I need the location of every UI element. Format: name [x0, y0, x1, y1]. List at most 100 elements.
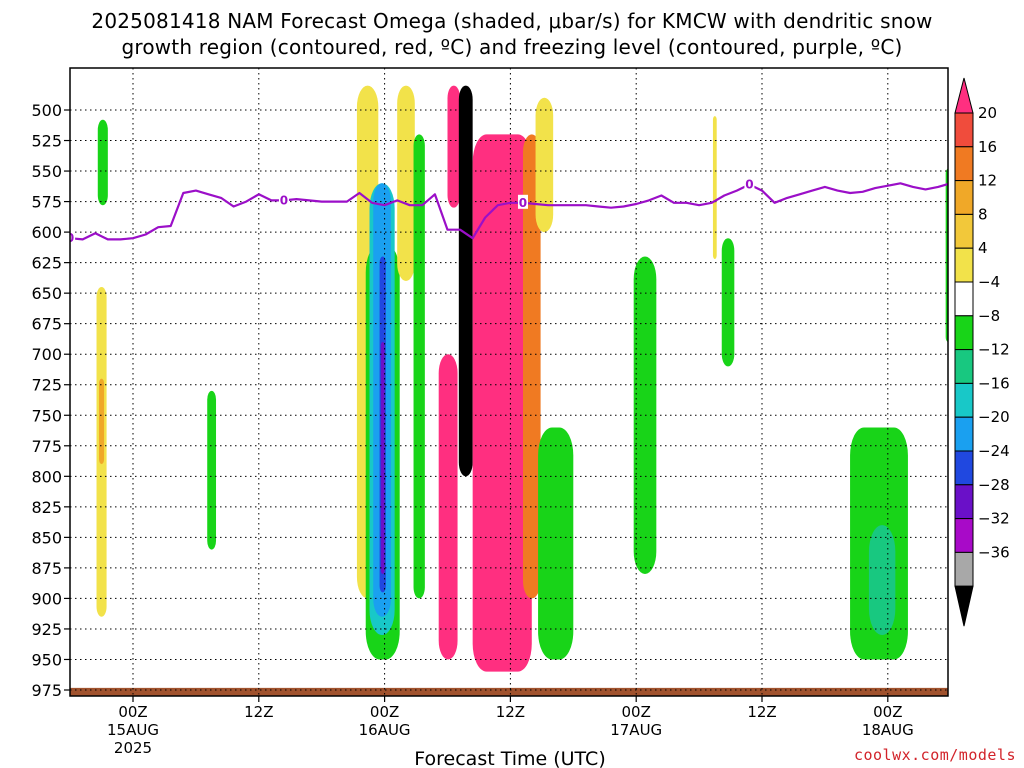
omega-region-2 — [99, 378, 105, 465]
colorbar-segment-14 — [954, 551, 974, 587]
colorbar-segment-3 — [954, 180, 974, 215]
omega-region-11 — [413, 134, 425, 599]
colorbar: 20 16 12 8 4 −4 −8 −12 −16 −20 −24 −28 −32 −36 — [954, 77, 1010, 627]
colorbar-label-13: −36 — [978, 543, 1010, 561]
freezing-label-bg-2 — [517, 194, 528, 209]
colorbar-segment-4 — [954, 213, 974, 249]
colorbar-label-9: −20 — [978, 408, 1010, 426]
colorbar-label-10: −24 — [978, 442, 1010, 460]
colorbar-label-0: 20 — [978, 104, 997, 122]
omega-region-14 — [458, 85, 473, 477]
title-line-1: 2025081418 NAM Forecast Omega (shaded, μ… — [91, 9, 933, 33]
x-tick-label-40: 00Z — [622, 703, 651, 721]
colorbar-label-1: 16 — [978, 138, 997, 156]
x-tick-label-10: 12Z — [244, 703, 273, 721]
freezing-level-line — [70, 182, 948, 241]
colorbar-segment-2 — [954, 146, 974, 182]
y-tick-label-675: 675 — [31, 315, 62, 334]
colorbar-segment-12 — [954, 484, 974, 520]
freezing-label-bg-0 — [70, 230, 76, 245]
colorbar-segment-7 — [954, 315, 974, 351]
y-tick-label-750: 750 — [31, 406, 62, 425]
y-axis: 500 525 550 575 600 625 650 675 700 725 750 775 800 8… — [31, 101, 70, 700]
grid — [70, 68, 948, 696]
omega-region-0 — [97, 119, 108, 206]
y-tick-label-550: 550 — [31, 162, 62, 181]
freezing-level-label-2: 0 — [519, 196, 527, 210]
y-tick-label-600: 600 — [31, 223, 62, 242]
omega-region-17 — [535, 97, 554, 233]
y-tick-label-925: 925 — [31, 620, 62, 639]
x-tick-date-0: 15AUG — [107, 721, 159, 739]
colorbar-label-4: 4 — [978, 239, 988, 257]
omega-region-20 — [712, 116, 717, 259]
omega-region-3 — [207, 390, 217, 550]
x-tick-label-20: 00Z — [370, 703, 399, 721]
y-tick-label-775: 775 — [31, 437, 62, 456]
colorbar-label-2: 12 — [978, 172, 997, 190]
credit-text: coolwx.com/models — [853, 746, 1016, 764]
omega-region-16 — [522, 134, 541, 599]
y-tick-label-850: 850 — [31, 528, 62, 547]
x-tick-date-60: 18AUG — [862, 721, 914, 739]
freezing-label-bg-3 — [744, 176, 755, 191]
y-tick-label-525: 525 — [31, 132, 62, 151]
y-tick-label-575: 575 — [31, 193, 62, 212]
x-tick-label-0: 00Z — [118, 703, 147, 721]
x-tick-label-60: 00Z — [873, 703, 902, 721]
omega-region-12 — [447, 85, 461, 208]
freezing-level-label-0: 0 — [66, 231, 74, 245]
freezing-level-label-3: 0 — [745, 177, 753, 191]
x-tick-year-0: 2025 — [114, 739, 152, 757]
omega-region-21 — [721, 238, 735, 367]
y-tick-label-625: 625 — [31, 254, 62, 273]
freezing-level-label-1: 0 — [280, 193, 288, 207]
colorbar-segment-9 — [954, 382, 974, 418]
y-tick-label-900: 900 — [31, 589, 62, 608]
x-axis-label: Forecast Time (UTC) — [414, 748, 605, 768]
freezing-level-layer: 0 0 0 0 — [66, 176, 948, 245]
omega-region-9 — [380, 342, 385, 574]
freezing-label-bg-1 — [278, 192, 289, 207]
colorbar-segment-5 — [954, 247, 974, 283]
y-tick-label-875: 875 — [31, 559, 62, 578]
colorbar-label-12: −32 — [978, 510, 1010, 528]
colorbar-segment-6 — [954, 281, 974, 317]
y-tick-label-725: 725 — [31, 376, 62, 395]
colorbar-label-11: −28 — [978, 476, 1010, 494]
colorbar-segment-11 — [954, 450, 974, 486]
colorbar-label-8: −16 — [978, 374, 1010, 392]
colorbar-bottom-arrow — [954, 585, 974, 627]
plot-frame — [69, 67, 949, 697]
y-tick-label-650: 650 — [31, 284, 62, 303]
colorbar-label-3: 8 — [978, 205, 988, 223]
colorbar-top-arrow — [954, 77, 974, 114]
omega-region-13 — [438, 354, 458, 660]
x-tick-date-20: 16AUG — [359, 721, 411, 739]
colorbar-label-7: −12 — [978, 341, 1010, 359]
y-tick-label-800: 800 — [31, 467, 62, 486]
title-line-2: growth region (contoured, red, ºC) and f… — [121, 35, 903, 59]
colorbar-segment-8 — [954, 349, 974, 384]
colorbar-segment-10 — [954, 416, 974, 452]
omega-region-23 — [868, 525, 896, 636]
colorbar-label-6: −8 — [978, 307, 1000, 325]
omega-region-18 — [538, 427, 574, 660]
y-tick-label-950: 950 — [31, 650, 62, 669]
y-tick-label-700: 700 — [31, 345, 62, 364]
colorbar-segment-1 — [954, 112, 974, 148]
colorbar-segment-13 — [954, 518, 974, 553]
y-tick-label-825: 825 — [31, 498, 62, 517]
x-tick-label-50: 12Z — [747, 703, 776, 721]
omega-region-15 — [472, 134, 532, 672]
x-tick-date-40: 17AUG — [610, 721, 662, 739]
chart-title: 2025081418 NAM Forecast Omega (shaded, μ… — [0, 8, 1024, 60]
colorbar-label-5: −4 — [978, 273, 1000, 291]
y-tick-label-500: 500 — [31, 101, 62, 120]
omega-region-10 — [397, 85, 415, 281]
x-tick-label-30: 12Z — [496, 703, 525, 721]
ground-strip — [70, 687, 948, 696]
y-tick-label-975: 975 — [31, 681, 62, 700]
